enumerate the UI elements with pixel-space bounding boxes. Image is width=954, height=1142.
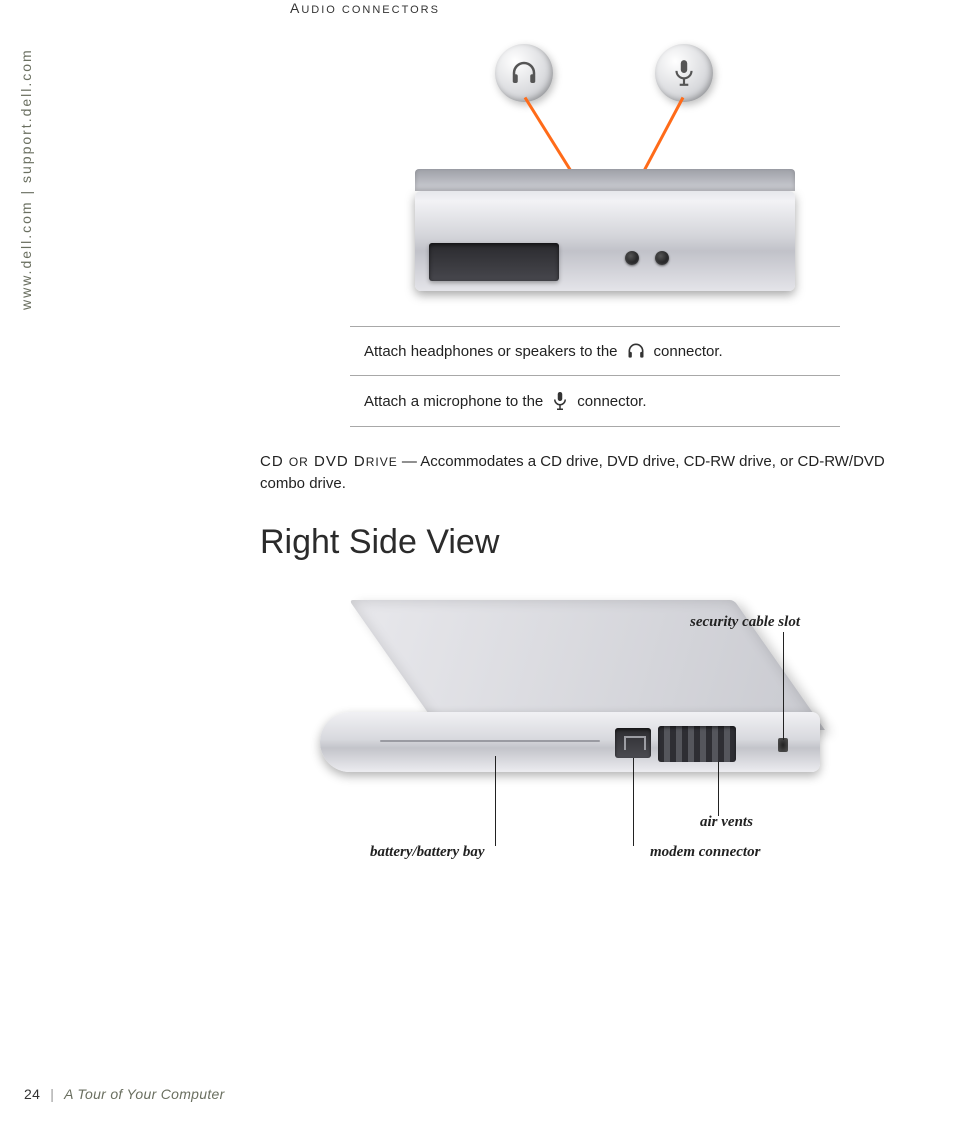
page-footer: 24 | A Tour of Your Computer — [24, 1086, 225, 1102]
page-number: 24 — [24, 1086, 40, 1102]
headphones-icon — [509, 58, 539, 88]
audio-connectors-illustration — [415, 36, 795, 296]
headphones-bubble-icon — [495, 44, 553, 102]
battery-bay-label: battery/battery bay — [370, 844, 485, 861]
lead-battery — [495, 756, 496, 846]
microphone-jack — [655, 251, 669, 265]
headphone-connector-row: Attach headphones or speakers to the con… — [350, 326, 840, 375]
security-cable-slot-label: security cable slot — [690, 614, 800, 631]
modem-connector-label: modem connector — [650, 844, 760, 861]
security-slot-hole — [778, 738, 788, 752]
battery-seam — [380, 740, 600, 742]
microphone-icon — [671, 58, 697, 88]
headphone-jack — [625, 251, 639, 265]
row-text-post: connector. — [577, 393, 646, 410]
right-side-view-illustration: security cable slot air vents modem conn… — [320, 592, 880, 882]
lead-airvents — [718, 762, 719, 816]
air-vents-label: air vents — [700, 814, 753, 831]
laptop-side-slab — [415, 191, 795, 291]
lead-modem — [633, 758, 634, 846]
heading-first-letter: A — [290, 0, 301, 16]
audio-connector-table: Attach headphones or speakers to the con… — [350, 326, 840, 427]
side-url-text: www.dell.com | support.dell.com — [18, 10, 38, 310]
microphone-bubble-icon — [655, 44, 713, 102]
row-text-post: connector. — [654, 343, 723, 360]
cd-dvd-drive-paragraph: CD OR DVD DRIVE — Accommodates a CD driv… — [260, 451, 900, 495]
laptop-body — [320, 712, 820, 772]
air-vent-grille — [658, 726, 736, 762]
modem-port — [615, 728, 651, 758]
row-text-pre: Attach headphones or speakers to the — [364, 343, 618, 360]
footer-divider: | — [50, 1086, 54, 1102]
pc-card-slot — [429, 243, 559, 281]
microphone-icon — [551, 390, 569, 412]
microphone-connector-row: Attach a microphone to the connector. — [350, 375, 840, 427]
headphones-icon — [626, 341, 646, 361]
right-side-view-heading: Right Side View — [260, 523, 920, 562]
drive-label: CD OR DVD DRIVE — [260, 453, 398, 470]
row-text-pre: Attach a microphone to the — [364, 393, 543, 410]
audio-connectors-heading: AUDIO CONNECTORS — [290, 0, 920, 16]
heading-rest: UDIO CONNECTORS — [301, 4, 440, 16]
lead-security — [783, 632, 784, 740]
chapter-title: A Tour of Your Computer — [64, 1086, 224, 1102]
drive-dash: — — [398, 453, 421, 470]
